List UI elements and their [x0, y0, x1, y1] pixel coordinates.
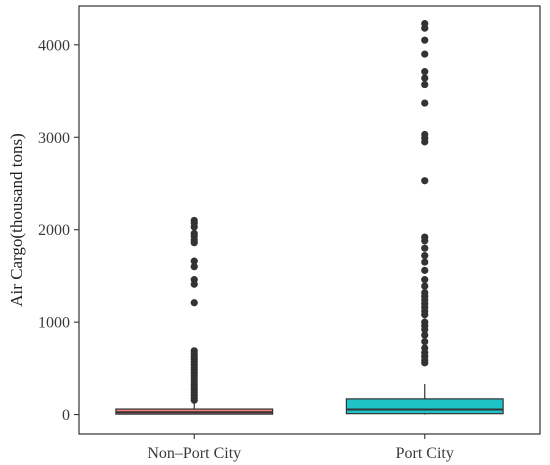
y-tick-label: 1000 [38, 315, 70, 332]
outlier-point [421, 325, 429, 334]
outlier-point [421, 337, 429, 346]
outlier-point [421, 237, 429, 245]
outlier-point [190, 299, 198, 307]
y-tick-label: 0 [62, 407, 70, 424]
outlier-point [421, 359, 429, 367]
outlier-point [421, 50, 429, 58]
outlier-point [190, 396, 198, 404]
outlier-point [421, 36, 429, 44]
outlier-point [421, 68, 429, 76]
y-axis-title: Air Cargo(thousand tons) [7, 133, 26, 306]
outlier-point [190, 223, 198, 231]
y-tick-label: 3000 [38, 130, 70, 147]
outlier-point [421, 276, 429, 284]
outlier-point [421, 138, 429, 146]
outlier-point [190, 263, 198, 271]
y-tick-label: 4000 [38, 37, 70, 54]
outlier-point [421, 258, 429, 266]
outlier-point [421, 331, 429, 339]
y-ticks: 0 1000 2000 3000 4000 [38, 37, 79, 424]
outlier-point [190, 239, 198, 247]
outlier-point [421, 177, 429, 185]
plot-panel [78, 5, 541, 435]
outliers [190, 19, 429, 404]
outlier-point [421, 266, 429, 274]
outlier-point [190, 257, 198, 265]
y-tick-label: 2000 [38, 222, 70, 239]
box-iqr [345, 398, 504, 415]
x-ticks: Non–Port City Port City [147, 434, 454, 462]
outlier-point [421, 251, 429, 260]
outlier-point [421, 99, 429, 107]
x-tick-label: Non–Port City [147, 445, 241, 462]
outlier-point [421, 24, 429, 32]
outlier-point [190, 280, 198, 288]
outlier-point [421, 74, 429, 82]
outlier-point [421, 311, 429, 319]
outlier-point [421, 282, 429, 290]
x-tick-label: Port City [396, 445, 454, 462]
outlier-point [421, 80, 429, 89]
outlier-point [421, 244, 429, 252]
boxes [115, 384, 504, 415]
